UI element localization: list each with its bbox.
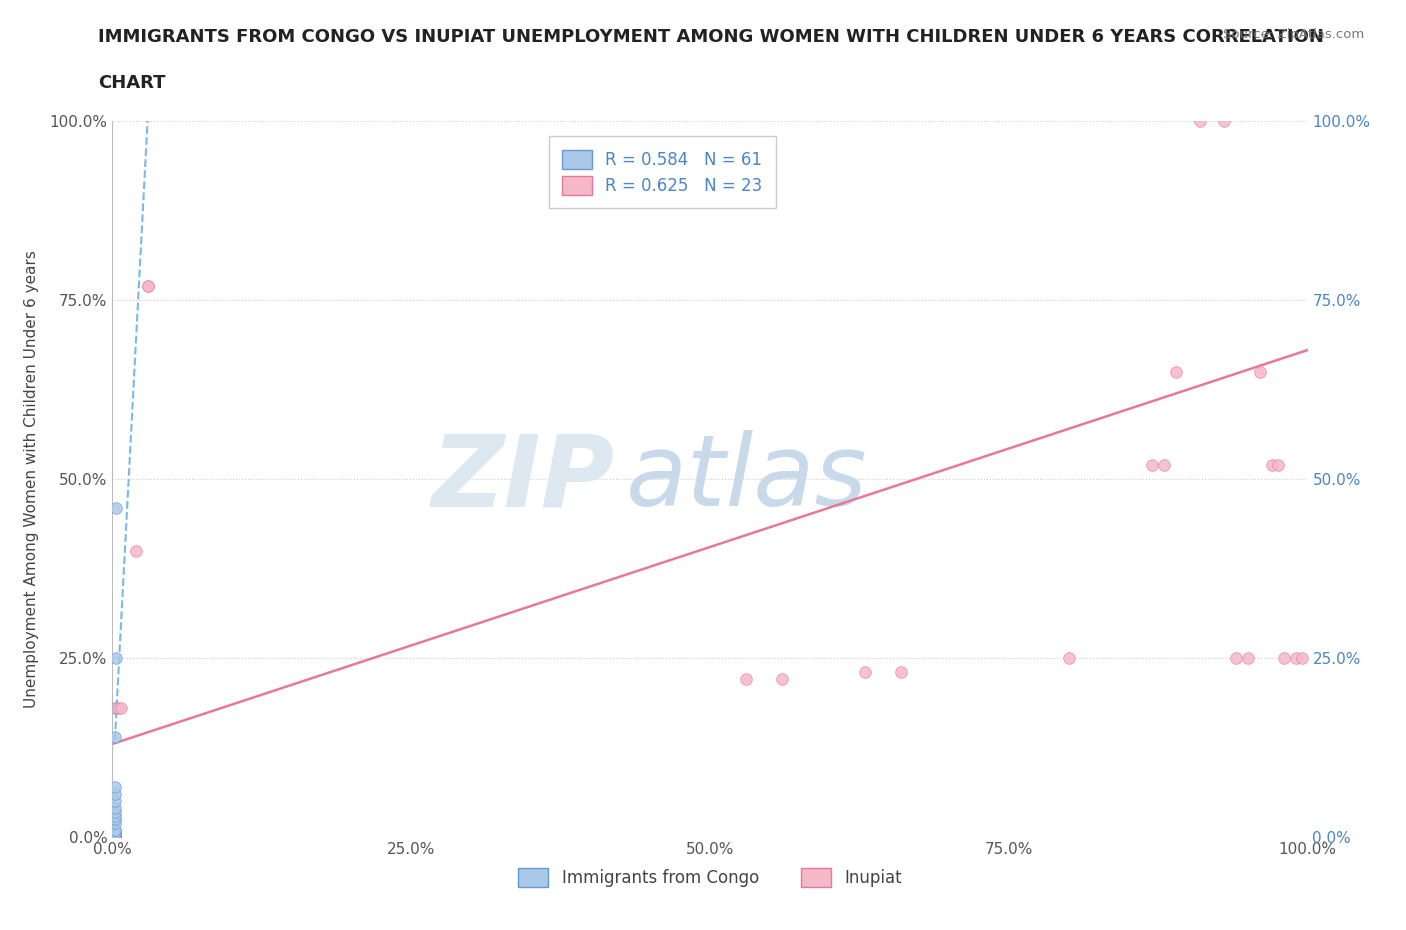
Point: [1291, 651, 1313, 666]
Point: [104, 830, 127, 844]
Text: IMMIGRANTS FROM CONGO VS INUPIAT UNEMPLOYMENT AMONG WOMEN WITH CHILDREN UNDER 6 : IMMIGRANTS FROM CONGO VS INUPIAT UNEMPLO…: [98, 28, 1324, 46]
Point: [104, 801, 127, 816]
Point: [104, 787, 127, 802]
Point: [104, 830, 127, 844]
Point: [104, 830, 127, 844]
Point: [104, 779, 127, 794]
Point: [104, 830, 127, 844]
Text: CHART: CHART: [98, 74, 166, 92]
Point: [104, 830, 127, 844]
Point: [104, 826, 127, 841]
Point: [1153, 458, 1175, 472]
Point: [1267, 458, 1289, 472]
Point: [104, 830, 127, 844]
Point: [104, 830, 127, 844]
Point: [104, 700, 127, 715]
Point: [1142, 458, 1164, 472]
Point: [104, 830, 127, 844]
Point: [104, 822, 127, 837]
Point: [104, 830, 127, 844]
Point: [104, 816, 127, 830]
Point: [104, 830, 127, 844]
Point: [104, 808, 127, 823]
Point: [1261, 458, 1284, 472]
Point: [104, 830, 127, 844]
Point: [104, 830, 127, 844]
Point: [1272, 651, 1295, 666]
Point: [104, 830, 127, 844]
Point: [138, 278, 160, 293]
Point: [1237, 651, 1260, 666]
Point: [104, 830, 127, 844]
Point: [104, 830, 127, 844]
Point: [1213, 113, 1236, 128]
Point: [104, 804, 127, 819]
Point: [104, 830, 127, 844]
Point: [890, 665, 912, 680]
Point: [105, 651, 128, 666]
Point: [110, 700, 132, 715]
Point: [104, 830, 127, 844]
Point: [104, 830, 127, 844]
Point: [104, 830, 127, 844]
Point: [104, 830, 127, 844]
Point: [104, 830, 127, 844]
Text: ZIP: ZIP: [432, 431, 614, 527]
Text: Source: ZipAtlas.com: Source: ZipAtlas.com: [1223, 28, 1364, 41]
Point: [104, 812, 127, 827]
Point: [104, 826, 127, 841]
Point: [104, 830, 127, 844]
Point: [104, 830, 127, 844]
Point: [104, 830, 127, 844]
Point: [104, 830, 127, 844]
Point: [1249, 365, 1271, 379]
Point: [104, 830, 127, 844]
Point: [104, 830, 127, 844]
Point: [138, 278, 160, 293]
Point: [104, 830, 127, 844]
Point: [104, 826, 127, 841]
Point: [104, 830, 127, 844]
Point: [770, 672, 793, 687]
Point: [104, 830, 127, 844]
Point: [855, 665, 877, 680]
Point: [104, 826, 127, 841]
Point: [1285, 651, 1308, 666]
Point: [107, 700, 129, 715]
Point: [104, 830, 127, 844]
Point: [104, 830, 127, 844]
Point: [104, 794, 127, 809]
Point: [125, 543, 148, 558]
Point: [104, 830, 127, 844]
Point: [1189, 113, 1212, 128]
Point: [104, 830, 127, 844]
Point: [1166, 365, 1188, 379]
Point: [104, 830, 127, 844]
Point: [1225, 651, 1247, 666]
Point: [104, 729, 127, 744]
Legend: Immigrants from Congo, Inupiat: Immigrants from Congo, Inupiat: [505, 855, 915, 900]
Point: [105, 500, 128, 515]
Point: [104, 830, 127, 844]
Point: [104, 830, 127, 844]
Point: [104, 830, 127, 844]
Point: [104, 830, 127, 844]
Point: [104, 830, 127, 844]
Point: [104, 830, 127, 844]
Point: [104, 830, 127, 844]
Text: atlas: atlas: [627, 431, 868, 527]
Point: [104, 830, 127, 844]
Y-axis label: Unemployment Among Women with Children Under 6 years: Unemployment Among Women with Children U…: [24, 250, 38, 708]
Point: [735, 672, 758, 687]
Point: [104, 822, 127, 837]
Point: [1057, 651, 1080, 666]
